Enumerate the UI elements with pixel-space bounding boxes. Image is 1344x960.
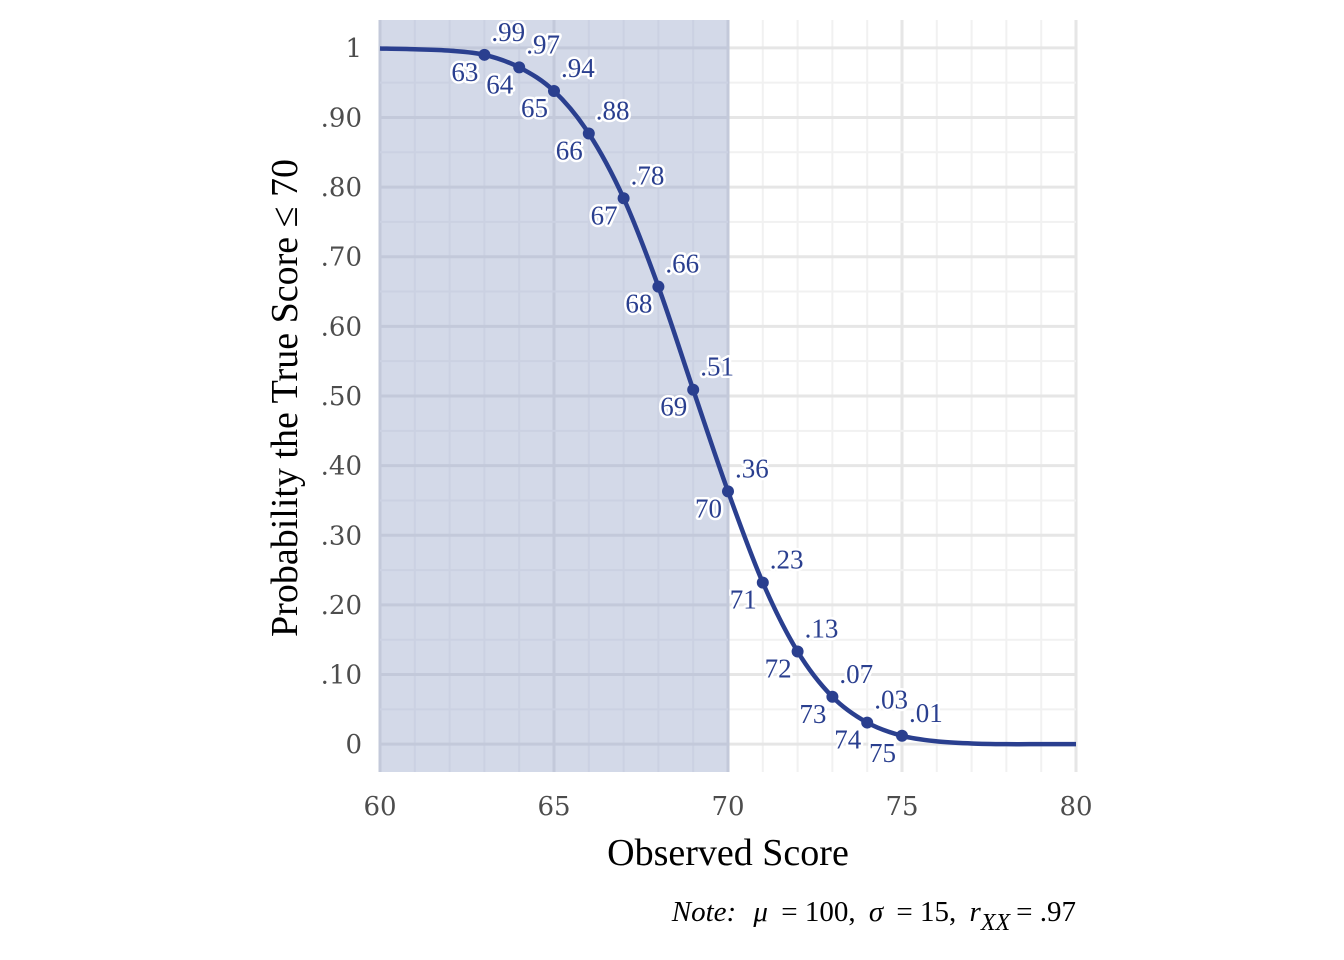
y-tick-label: .60 [321, 312, 362, 342]
probability-label: .51 [700, 352, 734, 382]
score-label: 67 [591, 200, 618, 230]
score-label: 72 [765, 654, 792, 684]
point-labels: .99 63 .97 64 .94 65 .88 66 .78 67 .66 68 .51 69 .36 70… [449, 14, 945, 770]
x-tick-label: 70 [711, 792, 744, 822]
curve-line [379, 46, 1076, 747]
probability-label: .03 [874, 685, 908, 715]
probability-label: .78 [631, 160, 665, 190]
y-tick-label: .30 [321, 521, 362, 551]
note-sigma-value: = 15, [896, 896, 956, 928]
data-point [513, 61, 526, 74]
probability-label: .13 [805, 614, 839, 644]
probability-label: .36 [735, 453, 769, 483]
note: Note: μ = 100, σ = 15, rXX = .97 [671, 896, 1076, 936]
score-label: 73 [799, 699, 826, 729]
score-label: 63 [451, 57, 478, 87]
data-point [548, 85, 560, 98]
score-label: 70 [695, 493, 722, 523]
note-r-value: = .97 [1016, 896, 1076, 928]
data-point [617, 192, 630, 205]
x-tick-label: 75 [885, 792, 918, 822]
probability-label: .99 [491, 17, 525, 47]
y-tick-label: .20 [321, 591, 362, 621]
x-tick-label: 80 [1059, 792, 1092, 822]
score-label: 65 [521, 93, 548, 123]
probability-label: .01 [909, 698, 943, 728]
note-r-symbol: r [970, 896, 982, 928]
data-point [861, 716, 874, 729]
y-tick-label: 0 [345, 730, 362, 760]
y-tick-label: .50 [321, 382, 362, 412]
y-tick-label: .80 [321, 173, 362, 203]
data-point [756, 576, 769, 589]
y-axis-title: Probability the True Score ≤ 70 [264, 159, 306, 637]
score-label: 64 [486, 69, 514, 99]
probability-label: .97 [526, 29, 560, 59]
score-label: 75 [869, 738, 896, 768]
probability-label: .94 [561, 53, 595, 83]
data-point [826, 690, 839, 703]
data-point [582, 127, 595, 140]
data-points [478, 48, 908, 742]
probability-label: .88 [596, 95, 630, 125]
score-label: 66 [556, 135, 583, 165]
note-sigma-symbol: σ [869, 896, 885, 928]
score-label: 71 [730, 585, 757, 615]
y-tick-label: .90 [321, 103, 362, 133]
data-point [791, 645, 804, 658]
probability-label: .07 [839, 659, 873, 689]
x-axis-title: Observed Score [607, 832, 849, 874]
y-tick-label: 1 [345, 34, 362, 64]
data-point [722, 485, 734, 498]
data-point [478, 48, 491, 61]
tick-labels: 60 65 70 75 80 0 .10 .20 .30 .40 .50 .60 .70 .80 .90 1 [321, 34, 1093, 822]
data-point [896, 729, 908, 742]
x-tick-label: 65 [537, 792, 570, 822]
score-label: 69 [660, 392, 687, 422]
score-label: 74 [834, 725, 862, 755]
shaded-region [378, 20, 730, 772]
note-r-subscript: XX [980, 910, 1012, 936]
curve [379, 46, 1076, 747]
score-label: 68 [625, 289, 652, 319]
data-point [652, 280, 665, 293]
data-point [687, 383, 700, 396]
y-tick-label: .70 [321, 243, 362, 273]
y-tick-label: .10 [321, 661, 362, 691]
note-mu-value: = 100, [781, 896, 855, 928]
probability-label: .66 [665, 249, 699, 279]
probability-label: .23 [770, 545, 804, 575]
y-tick-label: .40 [321, 452, 362, 482]
note-lead: Note: [671, 896, 736, 928]
note-mu-symbol: μ [752, 896, 768, 928]
x-tick-label: 60 [363, 792, 396, 822]
